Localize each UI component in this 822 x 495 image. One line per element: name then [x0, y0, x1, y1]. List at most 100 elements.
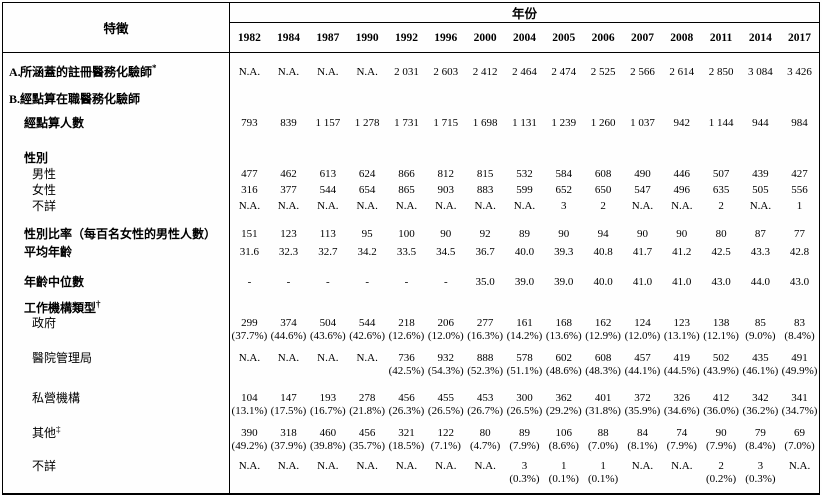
year-column-header: 1990	[347, 22, 387, 53]
data-cell: 2 850	[708, 66, 734, 78]
data-cell: 90 (7.9%)	[705, 427, 737, 452]
data-cell: N.A.	[277, 460, 300, 472]
data-cell: 104 (13.1%)	[231, 392, 268, 417]
data-cell: 90	[636, 228, 648, 240]
data-cell: 456 (26.3%)	[388, 392, 425, 417]
data-cell: 43.3	[750, 246, 771, 258]
year-column-header: 1984	[268, 22, 309, 53]
row-label: A.所涵蓋的註冊醫務化驗師*	[2, 52, 230, 92]
data-cell: N.A.	[474, 200, 496, 212]
data-cell: N.A.	[671, 460, 693, 472]
data-cell: 507	[712, 168, 730, 180]
data-cell: 1 731	[394, 117, 419, 129]
data-cell: 2 412	[472, 66, 498, 78]
data-cell: 944	[752, 117, 769, 129]
data-cell: 41.0	[672, 276, 692, 288]
data-cell: 453 (26.7%)	[467, 392, 503, 417]
data-cell: N.A.	[395, 200, 418, 212]
footnote-marker: †	[96, 299, 101, 309]
data-cell	[347, 297, 386, 316]
year-column-header: 2017	[780, 22, 820, 53]
data-cell: N.A.	[317, 66, 339, 78]
data-cell	[269, 146, 308, 166]
data-cell	[426, 146, 465, 166]
row-label: 醫院管理局	[2, 351, 230, 391]
data-cell: 496	[673, 184, 691, 196]
data-cell: 122 (7.1%)	[430, 427, 461, 452]
table-row-sex-ratio: 性別比率（每百名女性的男性人數） 151 123 113 95 100 90 92 89 90 94…	[2, 214, 820, 245]
data-cell: 2 566	[630, 66, 655, 78]
data-cell: 865	[398, 184, 415, 196]
data-cell: 439	[752, 168, 769, 180]
data-cell: 41.2	[672, 246, 692, 258]
data-cell: 80 (4.7%)	[470, 427, 501, 452]
year-column-header: 1996	[426, 22, 466, 53]
data-cell	[583, 92, 622, 116]
data-cell: 206 (12.0%)	[427, 317, 464, 342]
data-cell	[662, 146, 701, 166]
data-cell: 162 (12.9%)	[585, 317, 621, 342]
data-cell: 490	[634, 168, 651, 180]
data-cell: 435 (46.1%)	[742, 352, 779, 377]
data-cell: 43.0	[711, 276, 731, 288]
table-row-median-age: 年齡中位數 - - - - - - 35.0 39.0 39.0 40.0 41.0 41.0 43.0 4…	[2, 267, 820, 297]
data-cell: 1 698	[472, 117, 498, 129]
data-cell	[701, 297, 740, 316]
footnote-marker: ‡	[56, 426, 61, 434]
row-label: 政府	[2, 316, 230, 351]
data-cell: 85 (9.0%)	[745, 317, 776, 342]
data-cell: 578 (51.1%)	[506, 352, 543, 377]
year-column-header: 1992	[386, 22, 427, 53]
table-row-female: 女性 316 377 544 654 865 903 883 599 652 650 547 496 63…	[2, 182, 820, 198]
data-cell	[426, 297, 465, 316]
data-cell: -	[365, 276, 369, 288]
year-column-header: 2004	[504, 22, 545, 53]
data-cell: 412 (36.0%)	[703, 392, 739, 417]
data-cell: 544 (42.6%)	[349, 317, 386, 342]
data-cell: N.A.	[474, 460, 496, 472]
data-cell: N.A.	[631, 460, 654, 472]
data-cell: -	[443, 276, 448, 288]
data-cell	[230, 92, 269, 116]
row-label: 經點算人數	[2, 116, 230, 146]
data-cell: N.A.	[277, 200, 300, 212]
data-cell: 84 (8.1%)	[627, 427, 658, 452]
data-cell: 33.5	[396, 246, 417, 258]
data-cell: 300 (26.5%)	[506, 392, 543, 417]
data-cell: 138 (12.1%)	[703, 317, 739, 342]
data-cell: 446	[673, 168, 691, 180]
data-cell: 502 (43.9%)	[703, 352, 739, 377]
data-cell: N.A.	[435, 200, 457, 212]
data-cell: 401 (31.8%)	[585, 392, 621, 417]
data-cell: 92	[479, 228, 491, 240]
data-cell: 342 (36.2%)	[742, 392, 779, 417]
data-cell: 36.7	[475, 246, 495, 258]
characteristics-header: 特徵	[2, 2, 230, 53]
data-cell: N.A.	[238, 200, 261, 212]
data-cell: N.A.	[749, 200, 772, 212]
data-cell: N.A.	[277, 352, 300, 364]
year-column-header: 2008	[662, 22, 702, 53]
data-cell: 390 (49.2%)	[231, 427, 268, 452]
table-row-others: 其他‡ 390 (49.2%) 318 (37.9%) 460 (39.8%) 456 (35.…	[2, 426, 820, 459]
data-cell: 419 (44.5%)	[663, 352, 700, 377]
data-cell: 89	[518, 228, 530, 240]
data-cell	[387, 146, 426, 166]
data-cell	[741, 146, 780, 166]
data-cell: 1 037	[630, 117, 655, 129]
data-cell: 456 (35.7%)	[349, 427, 386, 452]
data-cell: 40.0	[593, 276, 613, 288]
data-cell: 1 239	[551, 117, 577, 129]
data-cell: N.A.	[788, 460, 811, 472]
data-cell	[662, 297, 701, 316]
table-row-private: 私營機構 104 (13.1%) 147 (17.5%) 193 (16.7%) 278 (21…	[2, 391, 820, 426]
table-row-government: 政府 299 (37.7%) 374 (44.6%) 504 (43.6%) 544 (42.6…	[2, 316, 820, 351]
data-cell: 2 614	[669, 66, 695, 78]
data-cell: 277 (16.3%)	[467, 317, 503, 342]
data-cell: 3 (0.3%)	[509, 460, 540, 485]
data-cell: 80	[715, 228, 727, 240]
data-cell: 113	[319, 228, 336, 240]
year-column-header: 2007	[622, 22, 663, 53]
table-row-worktype-unknown: 不詳 N.A. N.A. N.A. N.A. N.A. N.A. N.A. 3 (0.3%) 1 (0…	[2, 459, 820, 494]
data-cell	[741, 297, 780, 316]
